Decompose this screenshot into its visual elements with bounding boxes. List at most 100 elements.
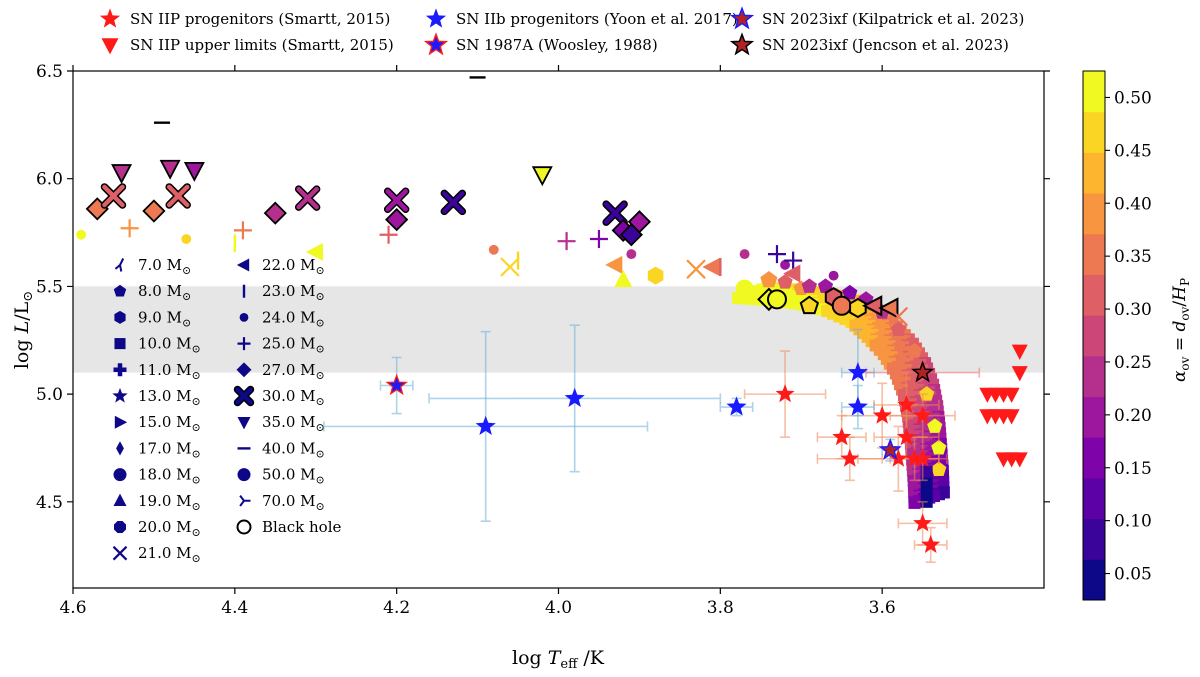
- y-tick-label-0: 4.5: [36, 493, 63, 513]
- colorbar-tick-label-3: 0.20: [1114, 406, 1152, 426]
- top-legend-label-1: SN IIP upper limits (Smartt, 2015): [130, 36, 394, 54]
- mass-legend-label-10: 20.0 M⊙: [138, 518, 201, 539]
- y-tick-label-1: 5.0: [36, 385, 63, 405]
- model-endpoint-24: [531, 166, 553, 187]
- top-legend-label-3: SN 1987A (Woosley, 1988): [456, 36, 658, 54]
- colorbar-segment-11: [1083, 111, 1105, 153]
- top-legend: SN IIP progenitors (Smartt, 2015) SN IIP …: [99, 6, 1024, 56]
- colorbar-segment-2: [1083, 477, 1105, 520]
- iip-progenitor-star-8: [913, 405, 933, 424]
- mass-legend-item-5: 13.0 M⊙: [112, 387, 201, 408]
- x-tick-label-5: 3.6: [869, 598, 896, 618]
- top-legend-item-3: SN 1987A (Woosley, 1988): [423, 32, 658, 56]
- x-axis-ticks: 4.6 4.4 4.2 4.0 3.8 3.6: [59, 65, 896, 618]
- model-endpoint-22: [500, 257, 520, 277]
- mass-legend-item-6: 15.0 M⊙: [114, 413, 201, 434]
- mass-legend-item-1: 8.0 M⊙: [113, 282, 191, 303]
- mass-legend-label-11: 21.0 M⊙: [138, 544, 201, 565]
- colorbar-tick-label-5: 0.30: [1114, 300, 1152, 320]
- model-endpoint-44: [783, 264, 801, 283]
- mass-legend-label-17: 30.0 M⊙: [262, 387, 325, 408]
- colorbar-tick-label-6: 0.35: [1114, 247, 1152, 267]
- black-hole-endpoint-2: [799, 295, 820, 315]
- model-endpoint-20: [440, 189, 467, 216]
- model-endpoint-9: [181, 234, 192, 244]
- colorbar-segment-3: [1083, 437, 1105, 479]
- iip-upper-limit-1: [1011, 366, 1028, 382]
- colorbar-tick-label-4: 0.25: [1114, 353, 1152, 373]
- mass-legend-item-3: 10.0 M⊙: [114, 335, 201, 356]
- model-endpoint-26: [589, 230, 608, 249]
- mass-legend-item-2: 9.0 M⊙: [114, 308, 191, 329]
- mass-legend-label-13: 23.0 M⊙: [262, 282, 325, 303]
- colorbar-segment-12: [1083, 71, 1105, 113]
- y-axis-ticks: 4.5 5.0 5.5 6.0 6.5: [36, 62, 1050, 513]
- mass-legend-label-20: 50.0 M⊙: [262, 466, 325, 487]
- model-endpoint-16: [379, 225, 398, 244]
- mass-legend-item-18: 35.0 M⊙: [237, 413, 325, 434]
- mass-legend-label-1: 8.0 M⊙: [138, 282, 191, 303]
- mass-legend-label-8: 18.0 M⊙: [138, 466, 201, 487]
- model-endpoint-32: [626, 249, 637, 260]
- colorbar-frame: [1082, 70, 1106, 601]
- y-axis-label: log L/L⊙: [11, 291, 36, 369]
- mass-legend-item-0: 7.0 M⊙: [114, 256, 191, 277]
- colorbar-segment-5: [1083, 355, 1105, 398]
- model-endpoint-27: [605, 255, 623, 274]
- iip-progenitor-star-7: [905, 448, 924, 467]
- colorbar-segment-0: [1083, 559, 1105, 601]
- colorbar-tick-label-2: 0.15: [1114, 459, 1152, 479]
- model-endpoints: [76, 76, 909, 327]
- colorbar-tick-label-1: 0.10: [1114, 512, 1152, 532]
- observation-points: [323, 324, 1028, 563]
- black-hole-endpoint-4: [831, 295, 852, 316]
- mass-legend-item-20: 50.0 M⊙: [237, 466, 325, 487]
- model-endpoint-38: [739, 249, 750, 260]
- colorbar-tick-label-7: 0.40: [1114, 194, 1152, 214]
- sn1987a-errorbar: [379, 356, 414, 415]
- mass-legend-item-14: 24.0 M⊙: [239, 308, 325, 329]
- model-endpoint-7: [159, 159, 181, 180]
- colorbar-segment-8: [1083, 233, 1105, 275]
- colorbar-segment-6: [1083, 315, 1105, 357]
- x-tick-label-3: 4.0: [545, 598, 572, 618]
- top-legend-item-2: SN IIb progenitors (Yoon et al. 2017): [425, 8, 738, 28]
- mass-legend-label-7: 17.0 M⊙: [138, 439, 201, 460]
- model-endpoint-40: [760, 271, 778, 288]
- model-endpoint-33: [627, 210, 652, 234]
- iip-upper-limit-5: [1003, 387, 1020, 403]
- model-endpoint-3: [111, 164, 133, 185]
- colorbar-tick-label-8: 0.45: [1114, 141, 1152, 161]
- model-endpoint-14: [294, 185, 321, 211]
- top-legend-label-2: SN IIb progenitors (Yoon et al. 2017): [456, 10, 738, 28]
- model-endpoint-13: [263, 201, 287, 225]
- mass-legend-label-2: 9.0 M⊙: [138, 308, 191, 329]
- iip-progenitor-star-1: [832, 427, 852, 446]
- top-legend-label-4: SN 2023ixf (Kilpatrick et al. 2023): [762, 10, 1024, 28]
- mass-legend-item-21: 70.0 M⊙: [239, 492, 325, 513]
- y-tick-label-4: 6.5: [36, 62, 63, 82]
- mass-legend-label-21: 70.0 M⊙: [262, 492, 325, 513]
- x-axis-label: log Teff /K: [512, 647, 605, 672]
- mass-legend-label-22: Black hole: [262, 518, 342, 536]
- model-endpoint-36: [702, 258, 720, 277]
- mass-legend-item-16: 27.0 M⊙: [236, 361, 325, 382]
- model-endpoint-35: [686, 259, 706, 279]
- black-hole-endpoint-1: [766, 289, 787, 310]
- model-endpoint-30: [614, 270, 633, 288]
- top-legend-item-1: SN IIP upper limits (Smartt, 2015): [101, 36, 394, 55]
- iip-progenitor-star-3: [872, 405, 892, 424]
- model-endpoint-17: [385, 208, 409, 232]
- x-tick-label-1: 4.4: [221, 598, 248, 618]
- colorbar-segment-7: [1083, 274, 1105, 316]
- mass-legend-label-5: 13.0 M⊙: [138, 387, 201, 408]
- top-legend-item-0: SN IIP progenitors (Smartt, 2015): [99, 8, 390, 28]
- mass-legend-label-9: 19.0 M⊙: [138, 492, 201, 513]
- top-legend-item-4: SN 2023ixf (Kilpatrick et al. 2023): [729, 6, 1024, 30]
- top-legend-label-5: SN 2023ixf (Jencson et al. 2023): [762, 36, 1009, 54]
- colorbar-tick-label-9: 0.50: [1114, 88, 1152, 108]
- iib-progenitor-star-2: [726, 396, 747, 416]
- iip-progenitor-star-4: [888, 448, 908, 467]
- y-tick-label-3: 6.0: [36, 170, 63, 190]
- black-hole-endpoint-6: [862, 295, 883, 317]
